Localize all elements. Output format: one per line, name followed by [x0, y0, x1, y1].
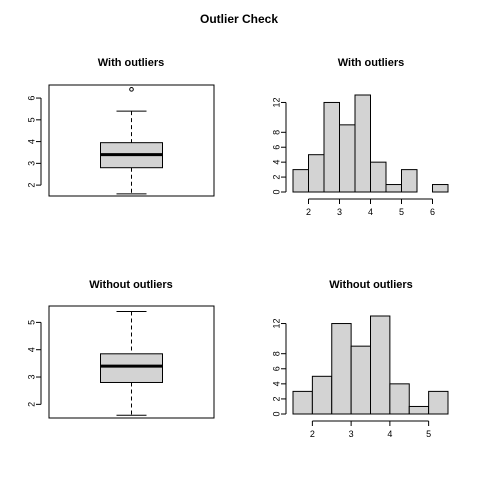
y-tick-label: 6 — [271, 366, 281, 371]
panel-title: Without outliers — [89, 279, 173, 291]
y-tick-label: 2 — [26, 402, 36, 407]
y-tick-label: 8 — [271, 130, 281, 135]
panel-title: With outliers — [98, 57, 165, 69]
plot-frame — [48, 84, 215, 197]
histogram-bar — [339, 124, 356, 193]
y-tick-label: 2 — [271, 175, 281, 180]
y-tick-label: 4 — [26, 347, 36, 352]
histogram-bar — [432, 184, 449, 193]
y-tick-label: 12 — [271, 97, 281, 107]
x-tick-label: 6 — [430, 207, 435, 217]
y-tick-label: 2 — [26, 183, 36, 188]
panel-boxplot-with-outliers: With outliers 2 3 4 5 6 — [26, 57, 215, 197]
figure-title: Outlier Check — [200, 12, 278, 26]
y-tick-label: 4 — [271, 160, 281, 165]
histogram-bar — [331, 323, 352, 415]
outlier-point — [129, 87, 134, 92]
x-tick-label: 3 — [349, 429, 354, 439]
panel-histogram-without-outliers: Without outliers 0 2 4 6 8 12 2 3 4 5 — [271, 279, 449, 439]
iqr-box — [100, 353, 163, 383]
histogram-bar — [408, 405, 430, 415]
y-tick-label: 4 — [26, 139, 36, 144]
histogram-bar — [370, 315, 391, 415]
x-tick-label: 2 — [306, 207, 311, 217]
panel-title: Without outliers — [329, 279, 413, 291]
y-tick-label: 12 — [271, 319, 281, 329]
panel-boxplot-without-outliers: Without outliers 2 3 4 5 — [26, 279, 215, 419]
histogram-bar — [311, 375, 333, 415]
y-tick-label: 0 — [271, 411, 281, 416]
histogram-bar — [389, 383, 410, 415]
histogram-bar — [323, 101, 340, 193]
y-tick-label: 3 — [26, 375, 36, 380]
plot-frame — [48, 305, 215, 419]
y-tick-label: 5 — [26, 117, 36, 122]
histogram-bar — [370, 161, 387, 193]
histogram-bar — [401, 169, 418, 193]
x-tick-label: 5 — [426, 429, 431, 439]
y-tick-label: 8 — [271, 351, 281, 356]
y-tick-label: 5 — [26, 320, 36, 325]
histogram-bar — [385, 184, 402, 193]
panel-histogram-with-outliers: With outliers 0 2 4 6 8 12 2 3 4 5 6 — [271, 57, 449, 217]
panel-title: With outliers — [338, 57, 405, 69]
histogram-bar — [292, 390, 313, 415]
y-tick-label: 3 — [26, 161, 36, 166]
histogram-bar — [350, 345, 371, 415]
y-tick-label: 6 — [271, 145, 281, 150]
histogram-bar — [292, 169, 309, 193]
x-tick-label: 4 — [387, 429, 392, 439]
y-tick-label: 4 — [271, 381, 281, 386]
y-tick-label: 2 — [271, 396, 281, 401]
x-tick-label: 2 — [310, 429, 315, 439]
histogram-bar — [354, 94, 371, 193]
x-tick-label: 3 — [337, 207, 342, 217]
histogram-bar — [428, 390, 449, 415]
histogram-bar — [308, 154, 325, 193]
y-tick-label: 0 — [271, 189, 281, 194]
y-tick-label: 6 — [26, 96, 36, 101]
x-tick-label: 4 — [368, 207, 373, 217]
x-tick-label: 5 — [399, 207, 404, 217]
